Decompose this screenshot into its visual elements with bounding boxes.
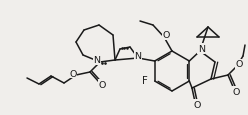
Text: O: O [194, 100, 201, 109]
Text: F: F [142, 76, 148, 86]
Text: N: N [93, 56, 100, 65]
Text: N: N [198, 45, 205, 53]
Text: O: O [163, 31, 170, 40]
Text: O: O [98, 80, 106, 89]
Text: O: O [235, 60, 243, 69]
Text: O: O [69, 69, 77, 78]
Text: O: O [232, 87, 240, 96]
Text: N: N [134, 52, 142, 61]
